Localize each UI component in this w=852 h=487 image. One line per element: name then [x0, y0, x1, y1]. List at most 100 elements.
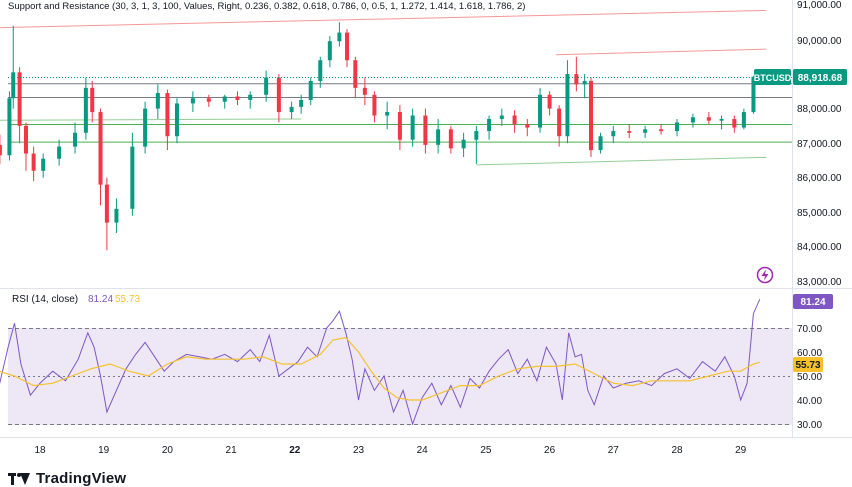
candle: [248, 91, 253, 109]
rsi-ma-label-bg: [793, 357, 823, 372]
candle: [474, 125, 479, 164]
candle: [410, 108, 415, 147]
candle: [627, 124, 632, 138]
candle: [143, 101, 148, 154]
candlestick-series: [0, 22, 756, 251]
rsi-legend-value: 81.24: [88, 294, 113, 305]
time-tick: 26: [544, 445, 556, 456]
candle: [741, 108, 746, 130]
price-tick: 85,000.00: [797, 208, 842, 219]
indicator-header[interactable]: Support and Resistance (30, 3, 1, 3, 100…: [8, 1, 525, 12]
trend-line: [0, 9, 767, 29]
candle: [557, 105, 562, 147]
tradingview-logo-text: TradingView: [36, 470, 127, 487]
candle: [289, 101, 294, 119]
candle: [436, 118, 441, 154]
candle: [345, 29, 350, 68]
candle: [385, 101, 390, 130]
candle: [83, 77, 88, 140]
rsi-series: [0, 298, 761, 426]
candle: [57, 139, 62, 166]
rsi-tick: 60.00: [797, 348, 822, 359]
candle: [174, 98, 179, 144]
candle: [353, 56, 358, 99]
candle: [582, 74, 587, 99]
candle: [114, 198, 119, 233]
candle: [337, 22, 342, 47]
candle: [130, 132, 135, 216]
rsi-axis[interactable]: 70.00 60.00 50.00 40.00 30.00 81.24 55.7…: [793, 294, 833, 431]
candle: [448, 125, 453, 154]
rsi-tick: 50.00: [797, 372, 822, 383]
time-tick: 21: [226, 445, 238, 456]
time-tick: 18: [34, 445, 46, 456]
trend-line: [476, 156, 767, 166]
tradingview-logo[interactable]: TradingView: [8, 470, 126, 487]
candle: [206, 94, 211, 107]
candle: [574, 56, 579, 92]
candle: [732, 115, 737, 133]
last-price-label: 88,918.68: [798, 73, 843, 84]
candle: [611, 125, 616, 144]
candle: [589, 77, 594, 157]
candle: [675, 118, 679, 137]
price-tick: 91,000.00: [797, 0, 842, 11]
candle: [690, 113, 695, 128]
time-tick: 22: [289, 445, 301, 456]
tradingview-logo-icon: [8, 472, 30, 485]
candle: [235, 91, 240, 106]
price-tick: 86,000.00: [797, 173, 842, 184]
price-tick: 90,000.00: [797, 36, 842, 47]
candle: [264, 70, 269, 102]
time-tick: 20: [162, 445, 174, 456]
rsi-pane[interactable]: [0, 298, 792, 426]
candle: [598, 132, 603, 154]
price-tick: 83,000.00: [797, 277, 842, 288]
rsi-ma-label: 55.73: [795, 360, 820, 371]
candle: [165, 89, 170, 151]
time-tick: 25: [480, 445, 492, 456]
candle: [7, 91, 12, 161]
candle: [98, 108, 103, 206]
time-tick: 23: [353, 445, 365, 456]
price-tick: 88,000.00: [797, 104, 842, 115]
trend-line: [555, 48, 767, 56]
lightning-icon[interactable]: [756, 266, 774, 284]
candle: [155, 84, 160, 119]
time-axis[interactable]: 18 19 20 21 22 23 24 25 26 27 28 29: [34, 445, 746, 456]
candle: [565, 60, 570, 144]
price-pane-background: [0, 0, 792, 290]
symbol-tag-bg: [754, 69, 791, 85]
rsi-legend[interactable]: RSI (14, close) 81.24 55.73: [12, 294, 140, 305]
candle: [372, 91, 377, 123]
candle: [719, 115, 724, 130]
trend-line: [0, 118, 302, 121]
candle: [659, 124, 664, 135]
rsi-value-label: 81.24: [800, 297, 825, 308]
candle: [397, 105, 402, 151]
candle: [11, 25, 16, 109]
candle: [17, 67, 22, 144]
price-pane[interactable]: [0, 0, 792, 290]
rsi-line: [0, 298, 761, 426]
candle: [276, 74, 281, 123]
rsi-tick: 40.00: [797, 396, 822, 407]
price-axis[interactable]: 91,000.00 90,000.00 88,000.00 87,000.00 …: [793, 0, 847, 288]
candle: [190, 91, 195, 113]
rsi-ma-line: [0, 336, 760, 401]
rsi-legend-ma-value: 55.73: [115, 294, 140, 305]
candle: [318, 56, 323, 88]
candle: [327, 36, 332, 68]
candle: [362, 77, 367, 106]
candle: [461, 132, 466, 157]
price-tick: 84,000.00: [797, 242, 842, 253]
price-tick: 87,000.00: [797, 139, 842, 150]
candle: [499, 108, 504, 126]
candle: [90, 80, 95, 123]
candle: [73, 122, 78, 154]
candle: [299, 94, 304, 114]
time-tick: 24: [417, 445, 429, 456]
time-tick: 28: [671, 445, 683, 456]
candle: [751, 75, 756, 114]
candle: [487, 115, 492, 140]
